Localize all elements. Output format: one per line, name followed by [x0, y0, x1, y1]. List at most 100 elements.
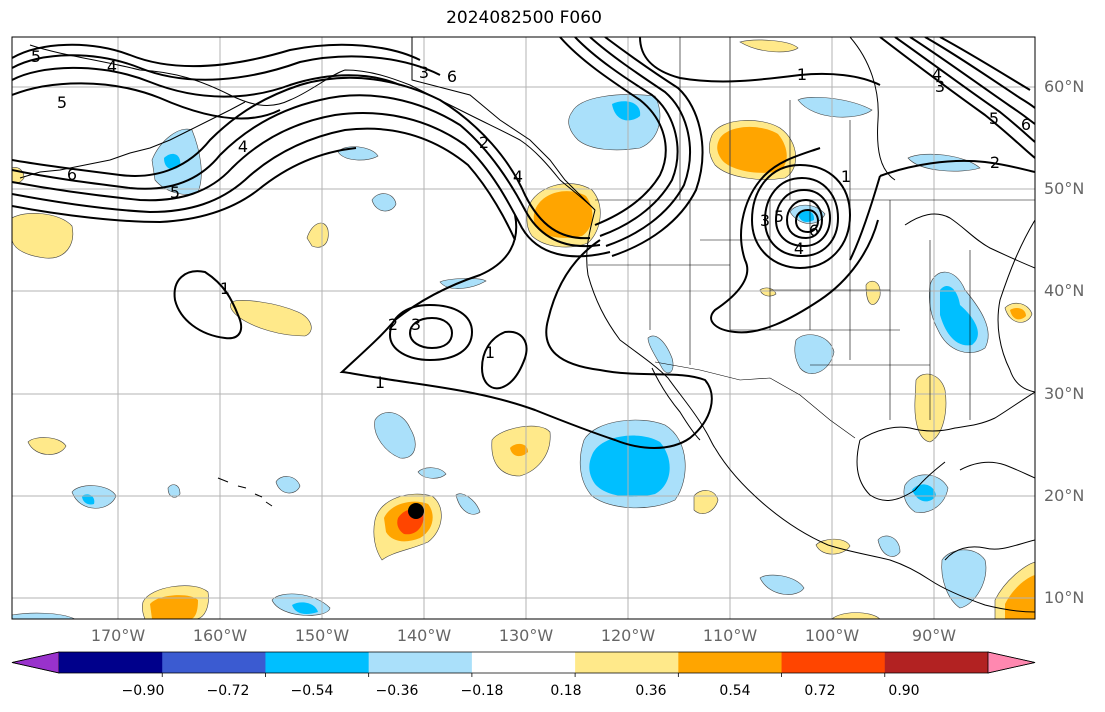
contour-line: [559, 37, 667, 226]
anomaly-blue: [912, 484, 936, 502]
contour-label: 5: [170, 183, 180, 202]
contour-label: 2: [388, 315, 398, 334]
contour-label: 4: [794, 239, 804, 258]
hawaii-islands: [217, 477, 273, 507]
anomaly-warm: [12, 213, 74, 259]
colorbar-segment: [162, 652, 266, 673]
colorbar-tick-label: 0.72: [804, 683, 836, 699]
colorbar-segment: [884, 652, 989, 673]
contour-line: [574, 37, 679, 237]
anomaly-blue: [797, 96, 873, 118]
contour-line: [480, 330, 528, 390]
anomaly-warm: [306, 222, 329, 248]
lat-label-60n: 60°N: [1044, 77, 1085, 96]
colorbar-segment: [368, 652, 473, 673]
colorbar-segment: [575, 652, 679, 673]
colorbar-segment: [678, 652, 783, 673]
contour-line: [879, 37, 1035, 159]
contour-line: [12, 82, 281, 120]
colorbar-segment: [59, 652, 163, 673]
contour-line: [388, 303, 474, 362]
lat-label-40n: 40°N: [1044, 281, 1085, 300]
contour-line: [710, 147, 879, 334]
contour-line: [774, 188, 832, 248]
contour-line: [589, 37, 691, 247]
lon-label-120w: 120°W: [600, 626, 656, 645]
contour-label: 6: [809, 221, 819, 240]
map-frame: [11, 36, 1036, 620]
colorbar-outline: [11, 651, 1036, 674]
contours: [12, 37, 1035, 449]
contour-label: 5: [989, 109, 999, 128]
lon-label-170w: 170°W: [90, 626, 146, 645]
alaska-coast: [29, 44, 596, 211]
map-background: [12, 37, 1035, 619]
political-borders: [588, 37, 1035, 439]
anomaly-blue: [612, 101, 641, 121]
contour-line: [12, 43, 421, 68]
contour-line: [339, 214, 713, 449]
lat-label-50n: 50°N: [1044, 179, 1085, 198]
anomaly-blue: [794, 334, 835, 374]
colorbar-tick-label: −0.54: [290, 683, 334, 699]
colorbar-tick-label: −0.36: [375, 683, 419, 699]
lon-label-150w: 150°W: [294, 626, 350, 645]
hudson-bay: [849, 37, 896, 181]
contour-label: 2: [990, 153, 1000, 172]
map-title: 2024082500 F060: [446, 8, 602, 28]
contour-label: 4: [513, 167, 523, 186]
mexico-coast: [714, 447, 1035, 613]
anomaly-blue: [589, 435, 670, 497]
colorbar-extend-high: [987, 651, 1036, 674]
contour-label: 4: [932, 65, 942, 84]
us-west-coast: [586, 209, 716, 449]
colorbar: [11, 651, 1036, 677]
colorbar-tick-label: 0.90: [888, 683, 920, 699]
contour-line: [639, 37, 881, 86]
anomaly-blue: [568, 94, 661, 151]
contour-line: [12, 66, 401, 98]
contour-label: 3: [419, 63, 429, 82]
contour-label: 5: [57, 93, 67, 112]
contour-line: [785, 198, 824, 240]
anomaly-warm: [739, 39, 799, 53]
contour-label: 6: [1021, 115, 1031, 134]
great-lakes: [904, 213, 1035, 269]
lon-label-100w: 100°W: [804, 626, 860, 645]
anomaly-blue: [374, 412, 416, 459]
canada-coast: [411, 37, 596, 211]
contour-line: [12, 147, 357, 224]
contour-label: 2: [479, 133, 489, 152]
contour-label: 3: [411, 315, 421, 334]
colorbar-tick-label: 0.36: [635, 683, 667, 699]
contour-label: 5: [774, 207, 784, 226]
colorbar-segment: [471, 652, 576, 673]
anomaly-blue: [371, 193, 397, 212]
contour-line: [924, 37, 1035, 109]
contour-label: 6: [447, 67, 457, 86]
colorbar-segment: [265, 652, 370, 673]
contour-line: [849, 175, 881, 261]
contour-line: [173, 270, 243, 340]
lon-label-110w: 110°W: [702, 626, 758, 645]
lat-label-20n: 20°N: [1044, 486, 1085, 505]
colorbar-tick-label: −0.90: [121, 683, 165, 699]
lon-label-130w: 130°W: [498, 626, 554, 645]
contour-line: [794, 208, 820, 234]
contour-label: 1: [841, 167, 851, 186]
colorbar-tick-label: −0.72: [206, 683, 250, 699]
contour-label: 1: [797, 65, 807, 84]
contour-line: [909, 37, 1035, 125]
canada-provinces: [679, 37, 851, 200]
anomaly-blue: [647, 335, 674, 374]
us-east-coast: [997, 219, 1035, 393]
anomaly-blue: [417, 467, 447, 479]
contour-line: [763, 176, 840, 258]
anomaly-blue: [275, 476, 301, 494]
storm-center-marker: [408, 503, 424, 519]
contour-label: 4: [107, 57, 117, 76]
anomaly-warm: [717, 126, 787, 173]
anomaly-warm: [914, 373, 947, 443]
anomaly-blue: [940, 285, 979, 346]
